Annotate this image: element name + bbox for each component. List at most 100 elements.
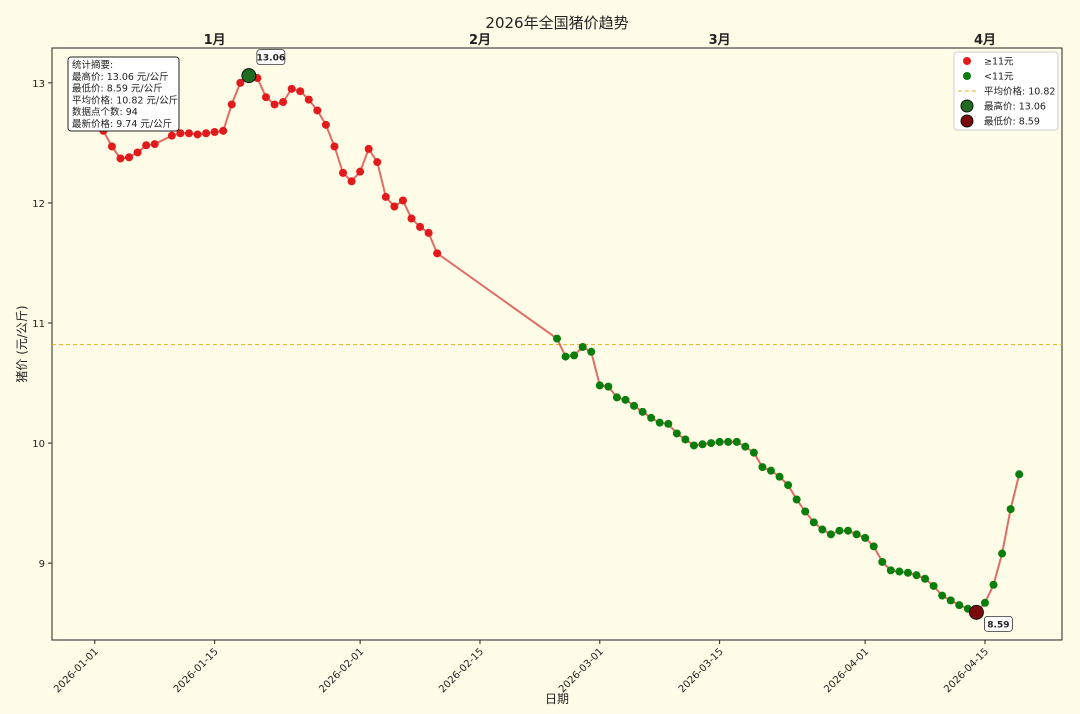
annotation-label: 8.59 [987,620,1009,630]
price-point [236,78,245,87]
price-point [980,598,989,607]
price-point [561,352,570,361]
price-point [647,413,656,422]
legend-marker [963,72,971,80]
price-point [946,596,955,605]
legend-label: <11元 [984,72,1014,83]
price-point [826,530,835,539]
legend-frame [953,51,1059,131]
price-point [279,98,288,107]
price-point [689,441,698,450]
price-point [227,100,236,109]
price-point [553,334,561,343]
price-point [955,601,964,610]
price-point [202,129,211,138]
price-point [809,518,818,527]
price-point [672,429,681,438]
legend-marker [960,114,974,128]
price-point [698,440,707,449]
price-point [313,106,322,115]
price-point [655,418,664,427]
price-point [407,214,416,223]
price-point [998,549,1007,558]
price-point [938,591,947,600]
price-point [792,495,801,504]
price-point [184,129,193,138]
annotation-label: 13.06 [257,54,285,64]
price-point [801,507,810,516]
price-point [381,192,390,201]
price-point [193,130,202,139]
price-point [270,100,279,109]
price-point [895,567,904,576]
legend-label: 平均价格: 10.82 [984,86,1055,98]
price-point [612,393,621,402]
price-point [416,222,425,231]
price-point [219,126,228,135]
plot-area [51,47,1063,641]
price-point [852,530,861,539]
price-point [724,437,733,446]
month-label: 1月 [204,33,226,48]
price-point [296,87,305,96]
price-point [347,177,356,186]
price-point [578,343,587,352]
chart-title: 2026年全国猪价趋势 [485,14,628,32]
price-point [1006,505,1015,514]
price-point [604,382,613,391]
price-point [133,148,142,157]
price-point [766,466,775,475]
price-point [784,481,793,490]
price-point [287,84,296,93]
price-point [989,580,998,589]
price-point [142,141,151,150]
legend-marker [963,57,971,65]
price-point [886,566,895,575]
price-point [818,525,827,534]
stats-frame [67,56,180,132]
max-point-marker [241,68,257,84]
price-point [749,448,758,457]
y-axis-label: 猪价 (元/公斤) [15,305,29,382]
y-tick-label: 9 [39,559,45,570]
legend-label: 最高价: 13.06 [984,101,1046,113]
price-point [835,526,844,535]
price-point [861,533,870,542]
y-tick-label: 13 [32,79,45,90]
price-point [621,395,630,404]
stats-line: 平均价格: 10.82 元/公斤 [72,94,178,106]
month-label: 2月 [469,33,491,48]
price-point [373,158,382,167]
price-point [758,463,767,472]
stats-line: 最高价: 13.06 元/公斤 [72,71,169,83]
stats-line: 最低价: 8.59 元/公斤 [72,83,163,95]
price-point [321,120,330,129]
price-point [715,437,724,446]
price-point [1015,470,1024,479]
y-tick-label: 12 [32,199,45,210]
price-point [707,439,716,448]
price-point [424,228,433,237]
price-point [433,249,442,258]
stats-line: 统计摘要: [72,59,113,71]
price-point [630,401,639,410]
price-point [304,95,313,104]
price-point [595,381,604,390]
annotation-box [984,615,1013,632]
max-point-annotation: 13.06 [256,49,286,66]
price-point [929,581,938,590]
price-point [664,419,673,428]
price-point [390,202,399,211]
price-point [775,472,784,481]
price-point [869,542,878,551]
price-point [364,144,373,153]
price-point [844,526,853,535]
annotation-box [256,49,286,66]
y-tick-label: 10 [32,439,45,450]
price-point [732,437,741,446]
min-point-annotation: 8.59 [984,615,1013,632]
